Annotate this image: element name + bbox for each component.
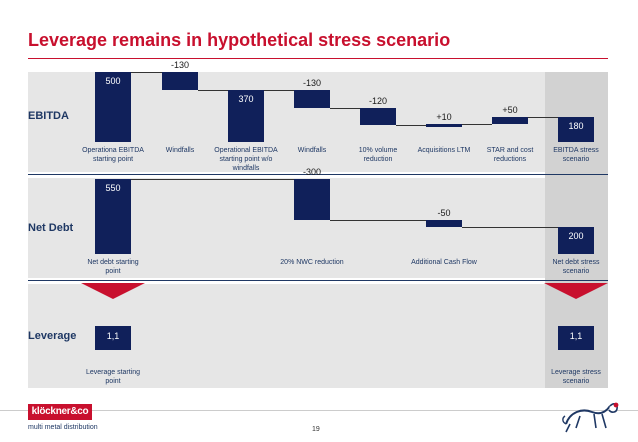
waterfall-bar <box>558 116 594 142</box>
waterfall-bar <box>162 72 198 91</box>
data-label: +50 <box>502 104 518 115</box>
title-underline <box>28 58 608 59</box>
connector-line <box>462 123 492 125</box>
category-label: Operationa EBITDA starting point <box>82 147 144 163</box>
data-label: -130 <box>302 78 321 89</box>
waterfall-bar <box>95 178 131 254</box>
category-label: Windfalls <box>165 147 195 154</box>
waterfall-bar <box>95 72 131 142</box>
data-label: +10 <box>436 111 452 122</box>
waterfall-bar <box>360 108 396 126</box>
row-label-leverage: Leverage <box>28 330 77 342</box>
category-label: 20% NWC reduction <box>280 259 344 266</box>
company-tagline: multi metal distribution <box>28 424 98 431</box>
data-label: 370 <box>238 94 254 105</box>
arrow-down-icon <box>81 283 145 299</box>
waterfall-bar <box>426 219 462 227</box>
waterfall-bar <box>228 90 264 142</box>
data-label: 180 <box>568 120 584 131</box>
footer-divider <box>0 410 638 411</box>
connector-line <box>198 90 228 92</box>
connector-line <box>131 178 294 180</box>
waterfall-bar <box>294 90 330 109</box>
connector-line <box>264 90 294 92</box>
net-debt-row-separator <box>28 280 608 281</box>
data-label: 500 <box>105 76 121 86</box>
category-label: Windfalls <box>297 147 327 154</box>
data-label: 1,1 <box>569 331 583 341</box>
category-label: Leverage stress scenario <box>551 369 601 385</box>
data-label: -50 <box>437 207 451 218</box>
category-label: Leverage starting point <box>85 369 141 385</box>
connector-line <box>528 116 558 118</box>
data-label: -130 <box>170 60 189 70</box>
connector-line <box>330 219 426 221</box>
data-label: -300 <box>302 166 321 177</box>
waterfall-bar <box>492 116 528 124</box>
row-label-ebitda: EBITDA <box>28 110 69 122</box>
leverage-bar <box>95 326 131 350</box>
page-title: Leverage remains in hypothetical stress … <box>28 30 451 50</box>
arrow-down-icon <box>544 283 608 299</box>
connector-line <box>330 108 360 110</box>
category-label: EBITDA stress scenario <box>553 147 599 163</box>
dog-mascot-icon <box>562 402 619 433</box>
company-logo: klöckner&co <box>28 404 92 420</box>
leverage-bar <box>558 326 594 350</box>
data-label: 550 <box>105 182 121 193</box>
data-label: -120 <box>368 96 387 107</box>
data-label: 1,1 <box>106 331 120 341</box>
waterfall-bar <box>426 123 462 127</box>
ebitda-row-separator <box>28 174 608 175</box>
row-label-net-debt: Net Debt <box>28 222 74 234</box>
connector-line <box>462 226 558 228</box>
page-number: 19 <box>312 426 320 433</box>
category-label: STAR and cost reductions <box>486 147 534 163</box>
category-label: Operational EBITDA starting point w/o wi… <box>214 147 278 172</box>
data-label: 200 <box>568 230 584 241</box>
category-label: Acquisitions LTM <box>417 147 471 154</box>
waterfall-bar <box>294 178 330 220</box>
category-label: Net debt starting point <box>87 259 139 275</box>
connector-line <box>396 125 426 127</box>
category-label: 10% volume reduction <box>358 147 398 163</box>
category-label: Additional Cash Flow <box>411 259 477 266</box>
waterfall-bar <box>558 226 594 254</box>
category-label: Net debt stress scenario <box>552 259 600 275</box>
connector-line <box>131 72 162 73</box>
